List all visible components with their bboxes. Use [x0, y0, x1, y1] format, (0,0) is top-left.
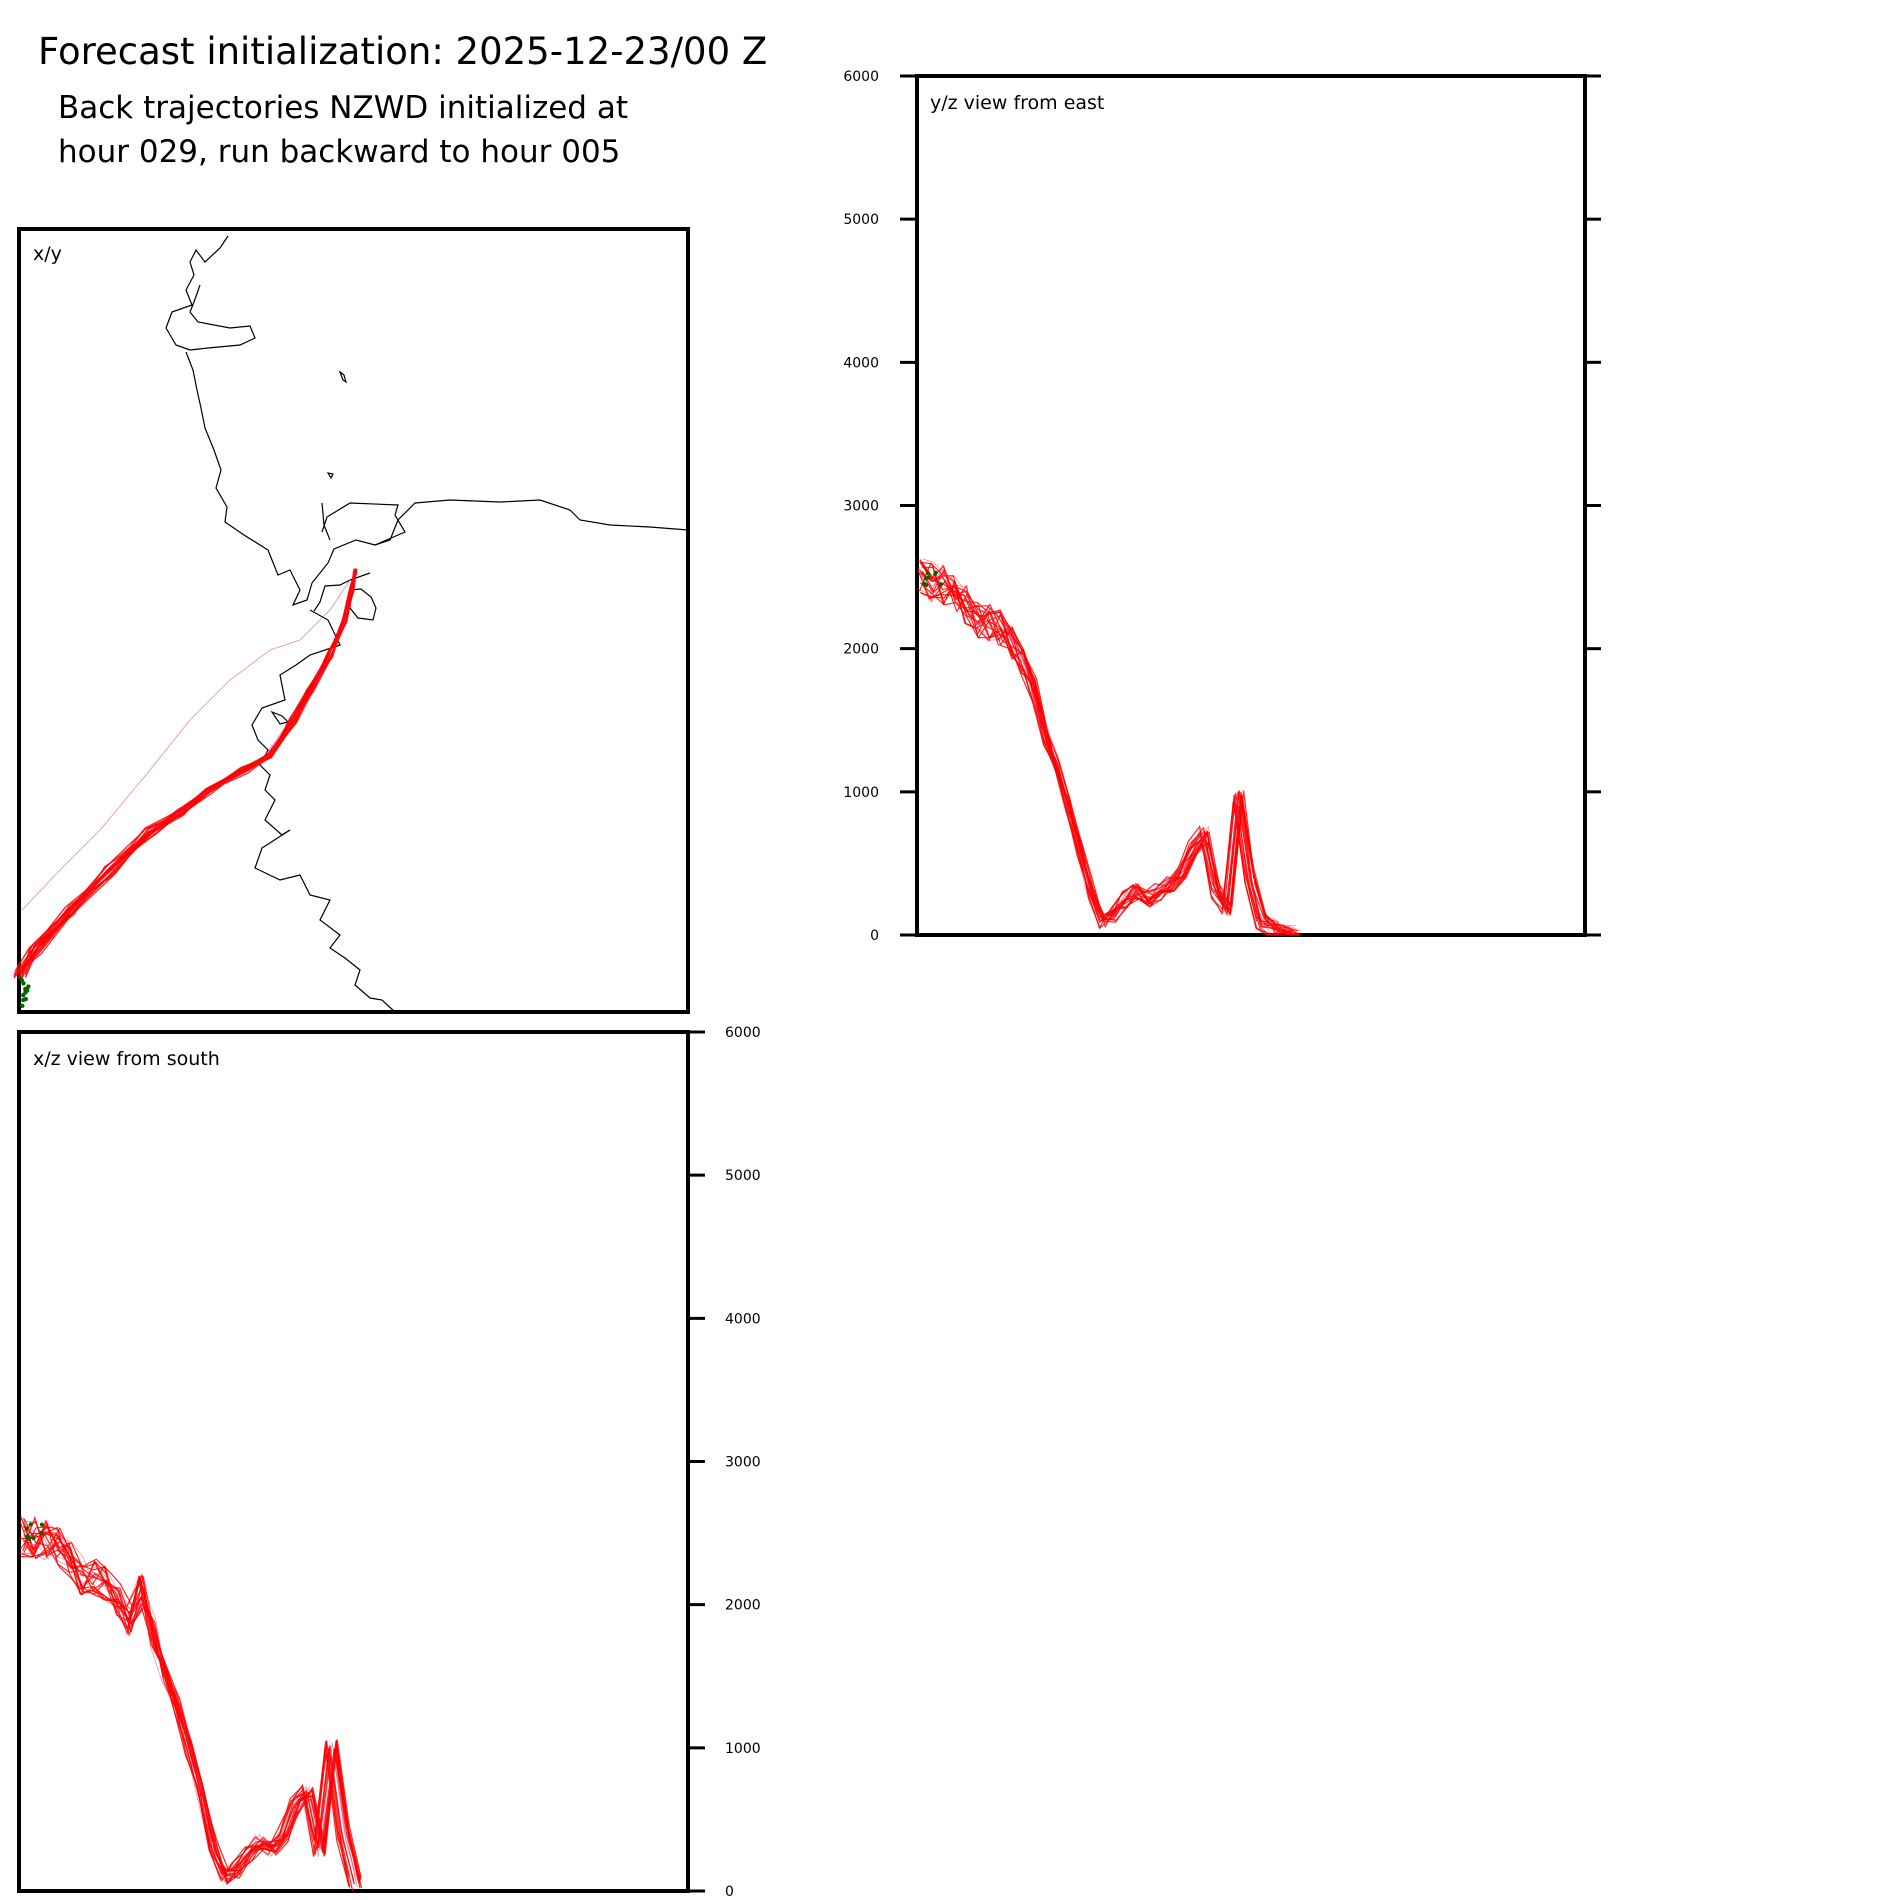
xy-trajectory-line [13, 570, 356, 979]
xz-trajectory-line [24, 1537, 354, 1885]
xy-trajectory-line [20, 571, 357, 980]
xz-trajectory-line [23, 1526, 362, 1879]
xz-trajectories [19, 1515, 363, 1892]
xz-tick-label: 2000 [725, 1598, 761, 1614]
xz-endpoint-marker [39, 1530, 44, 1535]
xy-coastline [165, 235, 689, 1013]
xz-trajectory-line [23, 1518, 354, 1881]
xy-coastline-segment [251, 609, 341, 836]
xy-coastline-segment [254, 829, 396, 1013]
xz-trajectory-line [20, 1544, 358, 1888]
yz-tick-label: 2000 [843, 642, 879, 658]
xy-coastline-segment [326, 472, 334, 480]
xz-tick-label: 0 [725, 1884, 734, 1900]
xz-trajectory-line [24, 1541, 351, 1888]
xz-endpoint-marker [31, 1536, 36, 1541]
xy-endpoint-marker [23, 990, 28, 995]
yz-endpoint-marker [922, 581, 927, 586]
xy-endpoint-marker [23, 996, 28, 1002]
xy-coastline-segment [349, 588, 377, 621]
yz-tick-label: 6000 [843, 69, 879, 85]
figure-subtitle-line1: Back trajectories NZWD initialized at [58, 90, 628, 126]
xz-panel-label: x/z view from south [33, 1048, 220, 1070]
xy-coastline-segment [338, 370, 348, 384]
xz-tick-label: 1000 [725, 1741, 761, 1757]
figure-subtitle-line2: hour 029, run backward to hour 005 [58, 134, 621, 170]
yz-trajectory-line [920, 575, 1294, 936]
xy-coastline-segment [165, 235, 256, 351]
xz-trajectory-line [22, 1519, 350, 1885]
yz-tick-label: 1000 [843, 785, 879, 801]
xy-endpoint-marker [21, 981, 26, 986]
xz-panel: x/z view from south 0 1000 2000 3000 4000 500… [17, 1025, 761, 1900]
yz-trajectory-line [919, 582, 1300, 936]
yz-trajectory-line [920, 561, 1301, 936]
xz-endpoint-marker [28, 1522, 33, 1527]
xy-trajectory-line [20, 568, 357, 980]
xy-panel-label: x/y [33, 243, 62, 265]
yz-trajectory-line [920, 568, 1296, 936]
xz-panel-frame [17, 1030, 690, 1893]
xy-endpoint-marker [19, 977, 24, 983]
xz-trajectory-line [23, 1520, 350, 1887]
yz-trajectory-line [917, 569, 1297, 936]
xy-panel: x/y [13, 227, 690, 1014]
xz-tick-label: 5000 [725, 1168, 761, 1184]
xz-tick-label: 4000 [725, 1311, 761, 1327]
xy-endpoint-marker [20, 1003, 25, 1009]
yz-trajectory-line [919, 560, 1293, 933]
yz-tick-label: 0 [870, 928, 879, 944]
xy-coastline-segment [185, 351, 406, 607]
xz-endpoint-marker [24, 1526, 29, 1531]
yz-trajectory-line [922, 579, 1298, 932]
xz-trajectory-line [22, 1521, 351, 1878]
yz-panel: y/z view from east 0 1000 2000 3000 4000 5000… [843, 69, 1601, 944]
yz-tick-label: 3000 [843, 499, 879, 515]
xz-tick-label: 3000 [725, 1455, 761, 1471]
yz-trajectory-line [920, 562, 1299, 936]
xz-trajectory-line [19, 1543, 355, 1884]
xz-tick-label: 6000 [725, 1025, 761, 1041]
xy-endpoint-marker [26, 984, 31, 989]
xz-endpoint-marker [27, 1536, 32, 1541]
xz-axis: 0 1000 2000 3000 4000 5000 6000 [688, 1025, 761, 1900]
xz-trajectory-line [22, 1518, 349, 1882]
yz-endpoint-marker [938, 582, 943, 587]
yz-panel-frame [915, 74, 1587, 937]
xy-coastline-segment [321, 502, 331, 541]
yz-endpoint-marker [925, 571, 930, 576]
xy-coastline-segment [374, 499, 689, 546]
yz-axis: 0 1000 2000 3000 4000 5000 6000 [843, 69, 1601, 944]
xy-trajectories [13, 568, 358, 1009]
xz-endpoint-marker [39, 1522, 44, 1527]
yz-trajectories [916, 558, 1302, 936]
yz-tick-label: 4000 [843, 355, 879, 371]
xz-trajectory-line [20, 1532, 354, 1892]
xy-panel-frame [17, 227, 690, 1014]
yz-trajectory-line [919, 559, 1301, 936]
xz-trajectory-line [20, 1520, 359, 1882]
figure-title: Forecast initialization: 2025-12-23/00 Z [38, 30, 768, 73]
xy-trajectory-line [24, 571, 356, 979]
xy-trajectory-line [24, 568, 355, 978]
xy-trajectory-outlier [21, 579, 351, 911]
yz-endpoint-marker [923, 576, 928, 581]
yz-tick-label: 5000 [843, 212, 879, 228]
yz-trajectory-line [922, 570, 1294, 936]
yz-panel-label: y/z view from east [930, 92, 1104, 114]
xz-trajectory-line [20, 1533, 363, 1888]
yz-endpoint-marker [933, 570, 938, 575]
xy-coastline-segment [270, 710, 290, 725]
